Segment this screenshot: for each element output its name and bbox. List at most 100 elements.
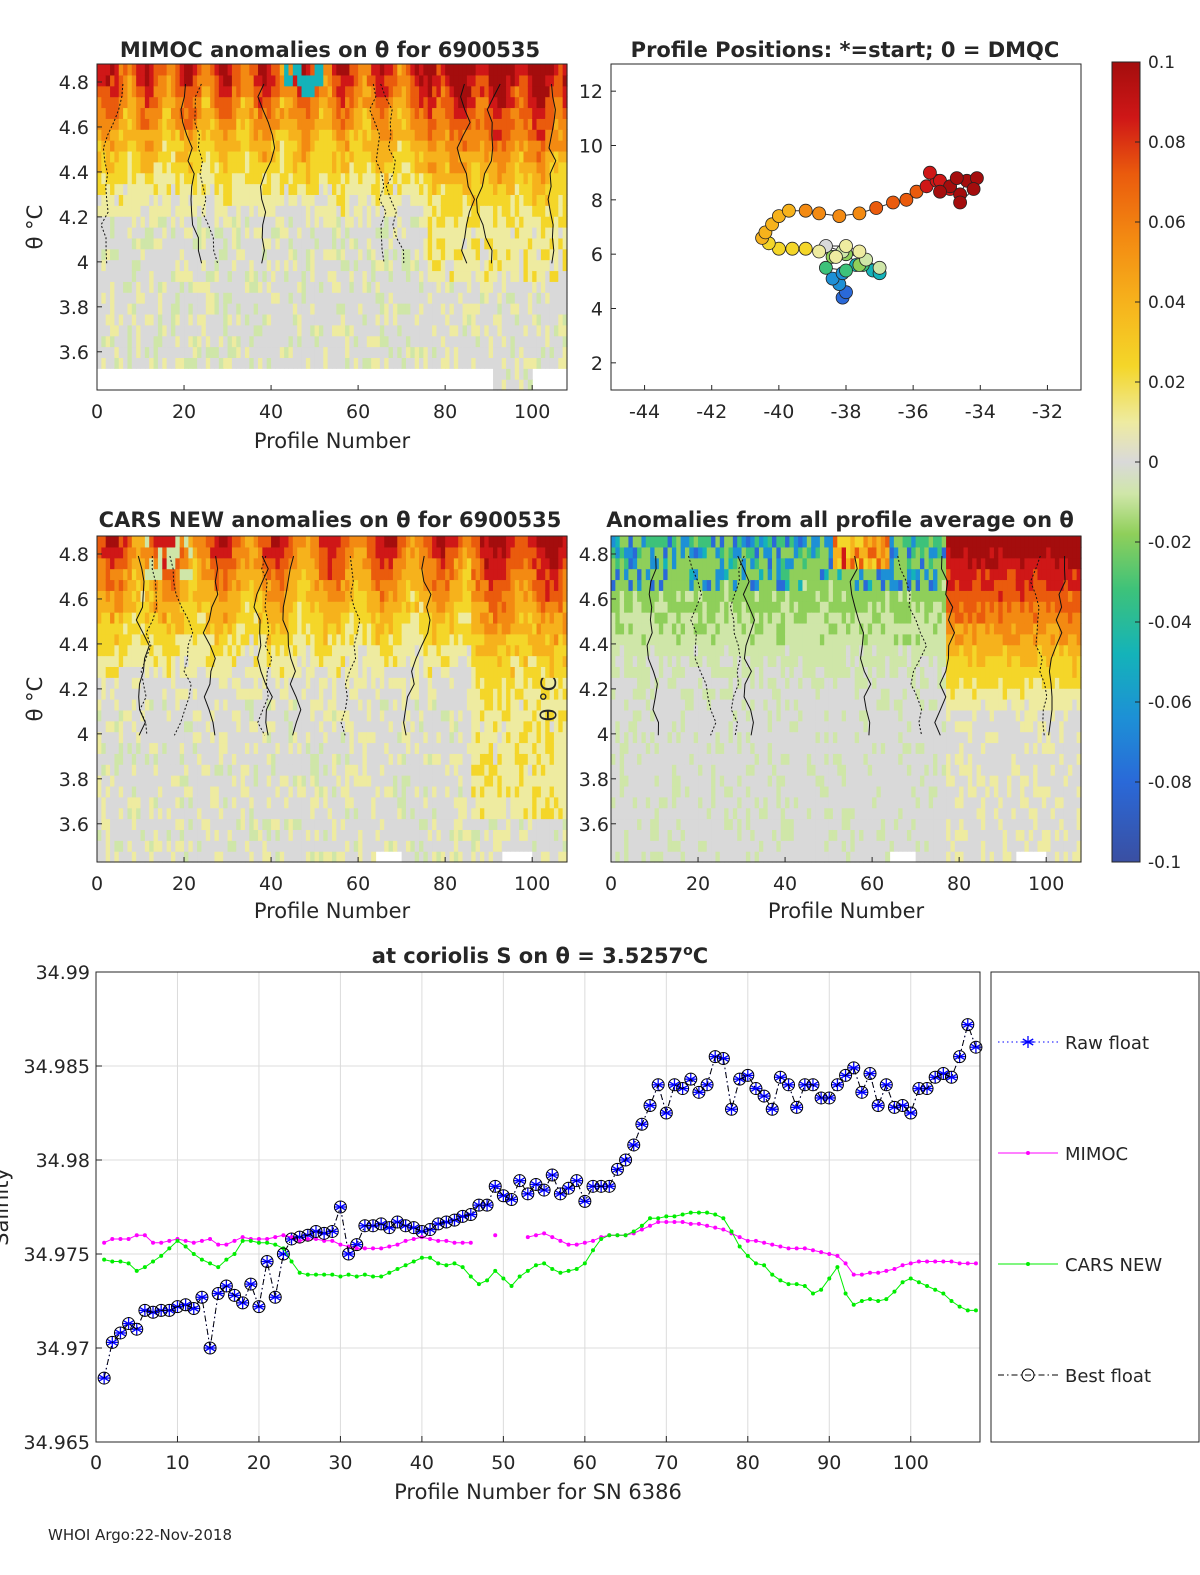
heatmap-cell (279, 568, 285, 581)
heatmap-cell (218, 324, 224, 337)
heatmap-cell (105, 829, 111, 841)
heatmap-cell (123, 74, 129, 87)
heatmap-cell (506, 324, 512, 337)
heatmap-cell (227, 709, 233, 722)
heatmap-cell (453, 216, 459, 228)
heatmap-cell (305, 840, 311, 852)
heatmap-cell (197, 546, 203, 559)
heatmap-cell (275, 140, 281, 152)
heatmap-cell (140, 840, 146, 852)
heatmap-cell (362, 324, 368, 337)
heatmap-cell (166, 666, 172, 678)
heatmap-cell (301, 357, 307, 369)
heatmap-cell (440, 248, 446, 261)
heatmap-cell (466, 216, 472, 228)
heatmap-cell (288, 357, 294, 369)
heatmap-cell (349, 74, 355, 87)
heatmap-cell (192, 281, 198, 293)
heatmap-cell (166, 64, 172, 76)
heatmap-cell (284, 292, 290, 304)
heatmap-cell (136, 840, 142, 852)
heatmap-cell (258, 753, 263, 765)
heatmap-cell (297, 118, 303, 130)
heatmap-cell (397, 259, 403, 272)
heatmap-cell (371, 270, 377, 282)
heatmap-cell (471, 303, 477, 315)
heatmap-cell (136, 313, 142, 326)
heatmap-cell (197, 666, 203, 678)
heatmap-cell (436, 205, 442, 217)
heatmap-cell (153, 742, 159, 754)
heatmap-cell (558, 118, 564, 130)
heatmap-cell (227, 731, 233, 744)
heatmap-cell (244, 579, 250, 591)
heatmap-cell (127, 677, 133, 689)
heatmap-cell (197, 172, 203, 185)
cars-panel: CARS NEW anomalies on θ for 6900535 0 20 4… (23, 508, 568, 923)
heatmap-cell (153, 699, 159, 711)
heatmap-cell (353, 568, 359, 581)
heatmap-cell (249, 677, 255, 689)
heatmap-cell (527, 74, 533, 87)
heatmap-cell (153, 237, 159, 250)
heatmap-cell (488, 129, 494, 141)
heatmap-cell (419, 335, 424, 348)
heatmap-cell (297, 96, 303, 109)
heatmap-cell (493, 324, 498, 337)
heatmap-cell (358, 194, 364, 206)
heatmap-cell (532, 129, 538, 141)
heatmap-cell (149, 107, 155, 119)
heatmap-cell (366, 313, 372, 326)
heatmap-cell (162, 74, 168, 87)
heatmap-cell (184, 270, 189, 282)
heatmap-cell (240, 172, 246, 185)
heatmap-cell (236, 324, 242, 337)
heatmap-cell (144, 775, 150, 787)
heatmap-cell (301, 699, 307, 711)
heatmap-cell (201, 546, 207, 559)
heatmap-cell (453, 270, 459, 282)
heatmap-cell (223, 807, 229, 820)
heatmap-cell (488, 248, 494, 261)
heatmap-cell (157, 644, 163, 657)
heatmap-cell (318, 335, 324, 348)
heatmap-cell (214, 324, 220, 337)
heatmap-cell (340, 150, 346, 163)
heatmap-cell (188, 205, 194, 217)
heatmap-cell (453, 74, 459, 87)
heatmap-cell (375, 335, 381, 348)
colorbar-tick-label: 0.06 (1148, 213, 1186, 233)
heatmap-cell (266, 807, 272, 820)
heatmap-cell (218, 172, 224, 185)
heatmap-cell (136, 281, 142, 293)
heatmap-cell (105, 731, 111, 744)
heatmap-cell (275, 557, 281, 570)
heatmap-cell (201, 829, 207, 841)
heatmap-cell (149, 194, 155, 206)
heatmap-cell (353, 622, 359, 635)
heatmap-cell (353, 785, 359, 798)
heatmap-cell (227, 699, 233, 711)
heatmap-cell (179, 775, 185, 787)
heatmap-cell (123, 335, 129, 348)
heatmap-cell (353, 64, 359, 76)
heatmap-cell (266, 709, 272, 722)
heatmap-cell (445, 96, 451, 109)
heatmap-cell (157, 753, 163, 765)
heatmap-cell (236, 612, 242, 624)
heatmap-cell (323, 612, 329, 624)
heatmap-cell (392, 129, 398, 141)
heatmap-cell (223, 313, 229, 326)
heatmap-cell (218, 96, 224, 109)
heatmap-cell (432, 270, 438, 282)
heatmap-cell (345, 731, 351, 744)
heatmap-cell (445, 346, 451, 358)
heatmap-cell (449, 335, 455, 348)
heatmap-cell (205, 731, 211, 744)
heatmap-cell (318, 590, 324, 602)
heatmap-cell (432, 64, 438, 76)
heatmap-cell (523, 161, 529, 174)
heatmap-cell (336, 172, 342, 185)
heatmap-cell (397, 270, 403, 282)
heatmap-cell (301, 731, 307, 744)
